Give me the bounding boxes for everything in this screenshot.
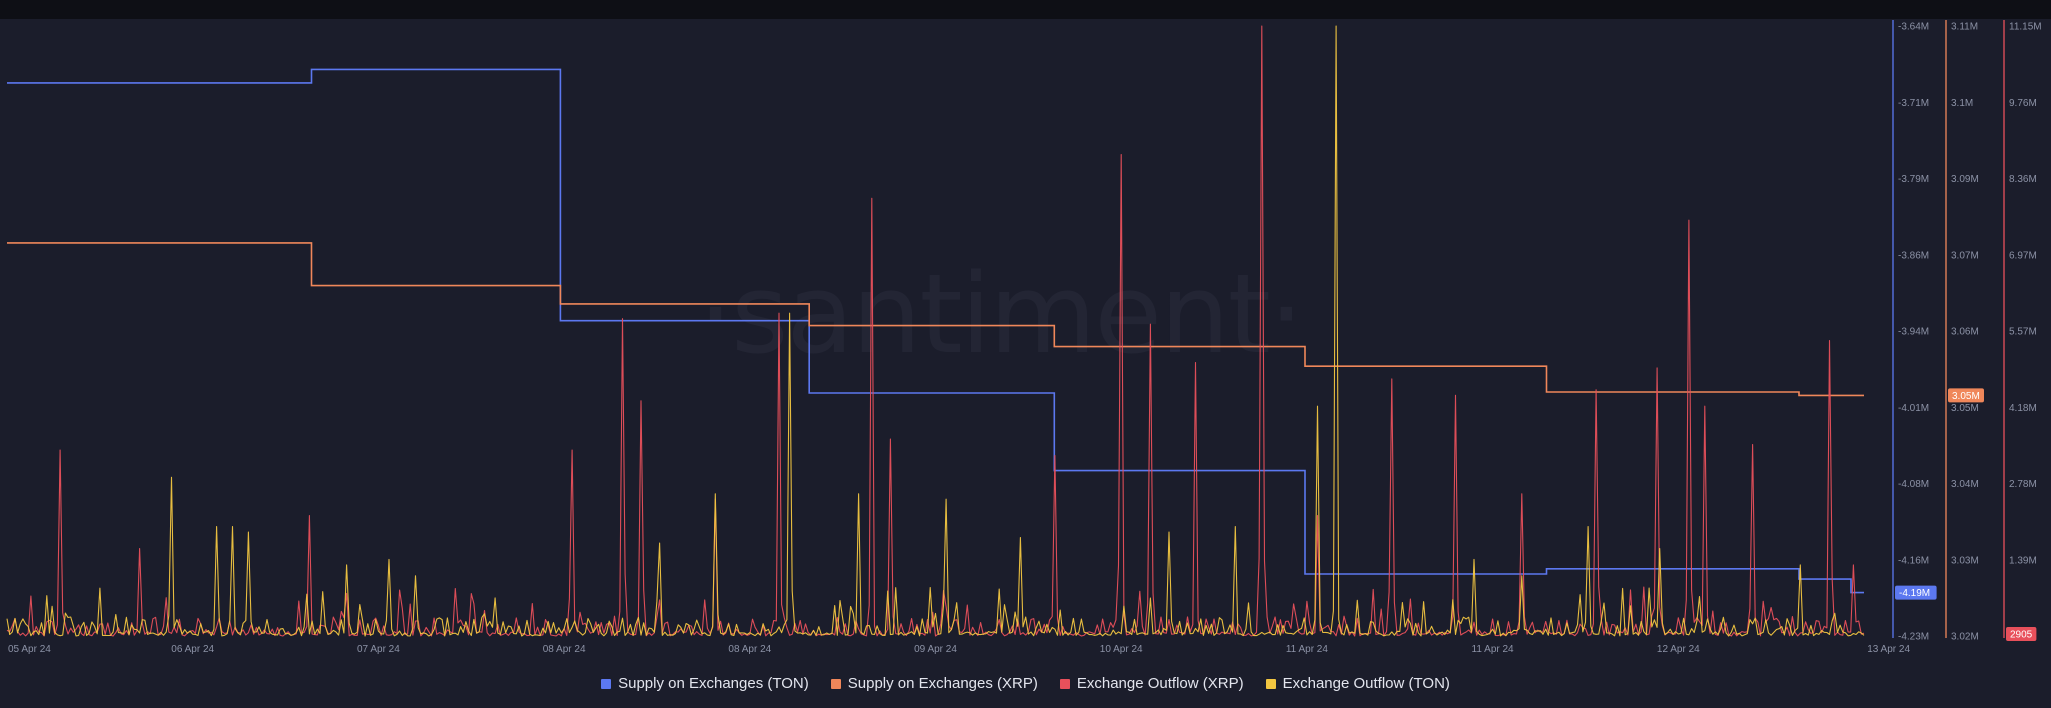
axis-ton_supply-tick: -3.64M [1898,22,1929,33]
x-tick-label: 08 Apr 24 [728,644,771,655]
x-tick-label: 11 Apr 24 [1286,644,1329,655]
x-tick-label: 06 Apr 24 [171,644,214,655]
axis-outflow-current-tag: 2905 [2006,627,2037,641]
axis-ton_supply-tick: -3.71M [1898,98,1929,109]
axis-ton_supply-tick: -3.79M [1898,174,1929,185]
legend-swatch [830,678,841,689]
axis-ton_supply-tick: -4.16M [1898,555,1929,566]
legend-item[interactable]: Supply on Exchanges (TON) [601,675,809,692]
axis-outflow-tick: 11.15M [2009,22,2042,33]
axis-outflow-tick: 8.36M [2009,174,2037,185]
axis-xrp_supply-tick: 3.07M [1951,250,1979,261]
axis-ton_supply-tick: -3.94M [1898,327,1929,338]
axis-outflow-tick: 4.18M [2009,403,2037,414]
axis-xrp_supply-tick: 3.06M [1951,327,1979,338]
axis-outflow-tick: 6.97M [2009,250,2037,261]
axis-xrp_supply-tick: 3.11M [1951,22,1978,33]
chart: ·santiment· -3.64M -3.71M -3.79M -3.86M -3.9… [6,20,2042,655]
current-value-badge [2006,627,2037,641]
x-tick-label: 05 Apr 24 [8,644,51,655]
current-value-badge [1948,388,1984,403]
axis-outflow-tick: 2.78M [2009,479,2037,490]
axis-xrp_supply-tick: 3.09M [1951,174,1979,185]
x-axis: 05 Apr 24 06 Apr 24 07 Apr 24 08 Apr 24 08 A… [8,644,1910,655]
current-value-label: 2905 [2010,630,2033,641]
x-tick-label: 11 Apr 24 [1472,644,1515,655]
x-tick-label: 13 Apr 24 [1867,644,1910,655]
legend-item[interactable]: Exchange Outflow (XRP) [1059,675,1244,692]
axis-ton_supply-current-tag: -4.19M [1895,585,1937,600]
legend-label: Supply on Exchanges (TON) [618,675,809,692]
legend-item[interactable]: Supply on Exchanges (XRP) [830,675,1038,692]
axis-ton_supply-tick: -3.86M [1898,250,1929,261]
santiment-watermark: ·santiment· [698,250,1302,378]
legend-item[interactable]: Exchange Outflow (TON) [1265,675,1450,692]
legend-swatch [1265,678,1276,689]
axis-xrp_supply-current-tag: 3.05M [1948,388,1984,403]
axis-xrp_supply-tick: 3.05M [1951,403,1979,414]
legend-swatch [1059,678,1070,689]
legend-label: Exchange Outflow (TON) [1282,675,1450,692]
x-tick-label: 12 Apr 24 [1657,644,1700,655]
axis-xrp_supply-tick: 3.04M [1951,479,1979,490]
current-value-badge [1895,585,1937,600]
legend: Supply on Exchanges (TON) Supply on Excha… [0,675,2051,692]
legend-swatch [601,678,612,689]
axis-outflow-tick: 9.76M [2009,98,2037,109]
axes: -3.64M -3.71M -3.79M -3.86M -3.94M -4.01M -4.0… [1892,20,2042,643]
legend-label: Exchange Outflow (XRP) [1076,675,1244,692]
x-tick-label: 10 Apr 24 [1100,644,1143,655]
axis-xrp_supply-tick: 3.03M [1951,555,1979,566]
top-bar [0,0,2051,19]
current-value-label: 3.05M [1952,391,1980,402]
series-exchange-outflow-ton-line [6,25,1865,637]
x-tick-label: 08 Apr 24 [543,644,586,655]
plot-series [6,25,1865,637]
axis-ton_supply-tick: -4.01M [1898,403,1929,414]
x-tick-label: 09 Apr 24 [914,644,957,655]
x-tick-label: 07 Apr 24 [357,644,400,655]
series-exchange-outflow-xrp-line [6,25,1865,637]
axis-ton_supply-tick: -4.23M [1898,632,1929,643]
axis-outflow-tick: 5.57M [2009,327,2037,338]
axis-xrp_supply-tick: 3.1M [1951,98,1973,109]
axis-ton_supply-tick: -4.08M [1898,479,1929,490]
axis-xrp_supply-tick: 3.02M [1951,632,1979,643]
current-value-label: -4.19M [1899,588,1930,599]
series-supply-on-exchanges-xrp-line [7,242,1864,397]
legend-label: Supply on Exchanges (XRP) [847,675,1038,692]
axis-outflow-tick: 1.39M [2009,555,2037,566]
series-supply-on-exchanges-ton-line [7,68,1864,594]
